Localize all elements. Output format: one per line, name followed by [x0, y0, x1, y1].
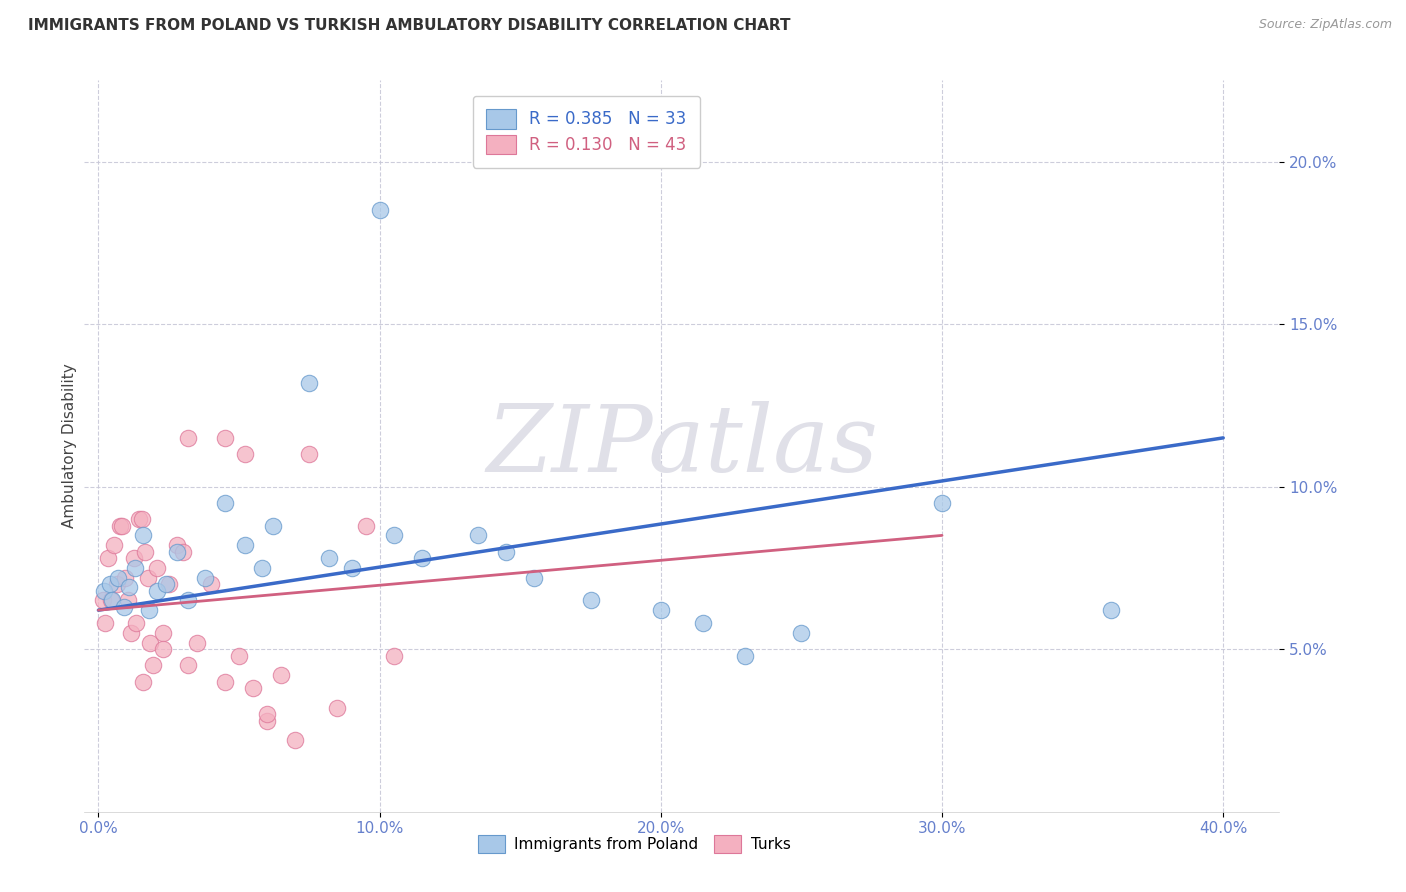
Point	[166, 538, 188, 552]
Point	[100, 593, 122, 607]
Point	[134, 544, 156, 558]
Point	[105, 577, 128, 591]
Y-axis label: Ambulatory Disability: Ambulatory Disability	[62, 364, 77, 528]
Point	[98, 577, 121, 591]
Point	[97, 551, 120, 566]
Point	[495, 544, 517, 558]
Point	[284, 733, 307, 747]
Point	[233, 538, 256, 552]
Point	[242, 681, 264, 696]
Point	[214, 496, 236, 510]
Point	[790, 626, 813, 640]
Point	[108, 518, 131, 533]
Text: Source: ZipAtlas.com: Source: ZipAtlas.com	[1258, 18, 1392, 31]
Point	[1099, 603, 1122, 617]
Legend: Immigrants from Poland, Turks: Immigrants from Poland, Turks	[471, 829, 797, 859]
Point	[136, 571, 159, 585]
Point	[120, 626, 142, 640]
Point	[194, 571, 217, 585]
Text: IMMIGRANTS FROM POLAND VS TURKISH AMBULATORY DISABILITY CORRELATION CHART: IMMIGRANTS FROM POLAND VS TURKISH AMBULA…	[28, 18, 790, 33]
Point	[132, 528, 155, 542]
Point	[382, 528, 405, 542]
Point	[132, 674, 155, 689]
Point	[523, 571, 546, 585]
Point	[186, 635, 208, 649]
Point	[411, 551, 433, 566]
Point	[931, 496, 953, 510]
Point	[298, 447, 321, 461]
Point	[256, 707, 278, 722]
Point	[112, 599, 135, 614]
Point	[326, 700, 349, 714]
Point	[91, 593, 114, 607]
Point	[340, 561, 363, 575]
Point	[114, 571, 136, 585]
Point	[107, 571, 129, 585]
Point	[124, 561, 146, 575]
Point	[382, 648, 405, 663]
Point	[101, 593, 124, 607]
Point	[177, 658, 200, 673]
Point	[270, 668, 292, 682]
Point	[368, 203, 391, 218]
Point	[146, 583, 169, 598]
Point	[467, 528, 489, 542]
Point	[318, 551, 340, 566]
Point	[166, 544, 188, 558]
Point	[214, 674, 236, 689]
Point	[142, 658, 165, 673]
Point	[122, 551, 145, 566]
Point	[354, 518, 377, 533]
Point	[117, 593, 139, 607]
Point	[118, 581, 141, 595]
Point	[155, 577, 177, 591]
Point	[177, 593, 200, 607]
Point	[250, 561, 273, 575]
Point	[233, 447, 256, 461]
Point	[152, 642, 174, 657]
Point	[139, 635, 162, 649]
Point	[111, 518, 134, 533]
Point	[228, 648, 250, 663]
Point	[152, 626, 174, 640]
Point	[298, 376, 321, 390]
Point	[177, 431, 200, 445]
Point	[131, 512, 153, 526]
Point	[734, 648, 756, 663]
Point	[172, 544, 194, 558]
Point	[200, 577, 222, 591]
Point	[650, 603, 672, 617]
Point	[692, 616, 714, 631]
Point	[214, 431, 236, 445]
Point	[93, 583, 115, 598]
Point	[125, 616, 148, 631]
Point	[262, 518, 284, 533]
Point	[138, 603, 160, 617]
Point	[579, 593, 602, 607]
Point	[157, 577, 180, 591]
Point	[146, 561, 169, 575]
Point	[128, 512, 150, 526]
Point	[256, 714, 278, 728]
Point	[103, 538, 125, 552]
Text: ZIPatlas: ZIPatlas	[486, 401, 877, 491]
Point	[94, 616, 117, 631]
